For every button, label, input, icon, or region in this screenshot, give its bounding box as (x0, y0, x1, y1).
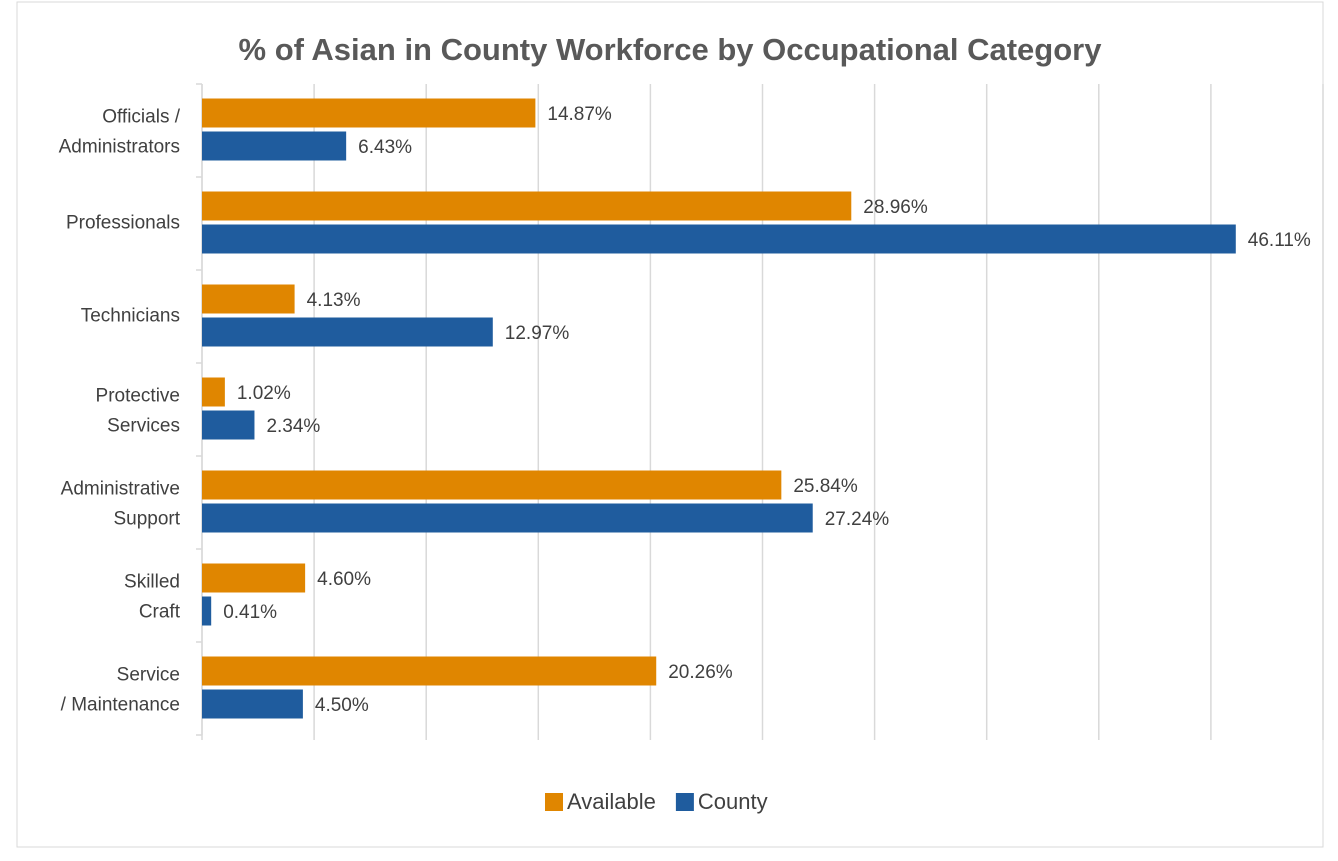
data-label: 14.87% (547, 104, 612, 125)
y-tick-label-text: Technicians (81, 306, 180, 327)
y-tick-label-line: Service (117, 665, 180, 686)
y-tick-label-line: Services (107, 416, 180, 437)
legend-swatch (545, 793, 563, 811)
bar (202, 410, 255, 440)
data-label: 4.50% (315, 695, 369, 716)
legend-swatch (675, 793, 694, 811)
data-label: 28.96% (863, 197, 928, 218)
data-label: 6.43% (358, 137, 412, 158)
y-tick-label-line: Craft (139, 602, 181, 623)
legend-label: County (698, 789, 768, 814)
bar (202, 377, 225, 407)
data-label: 2.34% (266, 416, 320, 437)
y-tick-label-text: Professionals (66, 213, 180, 234)
bar (202, 563, 306, 593)
bar (202, 131, 347, 161)
y-tick-label: Protective Services (96, 386, 180, 437)
y-tick-label-line: Administrators (59, 137, 180, 158)
data-label: 46.11% (1248, 230, 1311, 251)
y-tick-label-line: Administrative (61, 479, 180, 500)
bar (202, 284, 295, 314)
chart-title: % of Asian in County Workforce by Occupa… (239, 32, 1103, 67)
y-tick-label: Officials / Administrators (59, 107, 181, 158)
data-label: 4.13% (307, 290, 361, 311)
bar (202, 503, 813, 533)
y-tick-label: Service / Maintenance (61, 665, 180, 716)
bar (202, 689, 303, 719)
bar (202, 98, 536, 128)
data-label: 4.60% (317, 569, 371, 590)
y-tick-label-line: / Maintenance (61, 695, 180, 716)
bar (202, 596, 212, 626)
data-label: 20.26% (668, 662, 733, 683)
data-label: 1.02% (237, 383, 291, 404)
y-tick-label-line: Skilled (124, 572, 180, 593)
bar (202, 656, 657, 686)
bar (202, 470, 782, 500)
bar (202, 224, 1236, 254)
y-tick-label: Administrative Support (61, 479, 181, 530)
legend-label: Available (567, 789, 656, 814)
bar (202, 191, 852, 221)
data-label: 27.24% (825, 509, 890, 530)
y-tick-label-line: Support (113, 509, 180, 530)
data-label: 12.97% (505, 323, 570, 344)
y-tick-label: Skilled Craft (124, 572, 181, 623)
y-tick-label: Professionals (66, 213, 180, 234)
y-tick-label-line: Protective (96, 386, 180, 407)
y-tick-label: Technicians (81, 306, 180, 327)
data-label: 25.84% (793, 476, 858, 497)
bar (202, 317, 493, 347)
y-tick-label-line: Officials / (102, 107, 181, 128)
data-label: 0.41% (223, 602, 277, 623)
